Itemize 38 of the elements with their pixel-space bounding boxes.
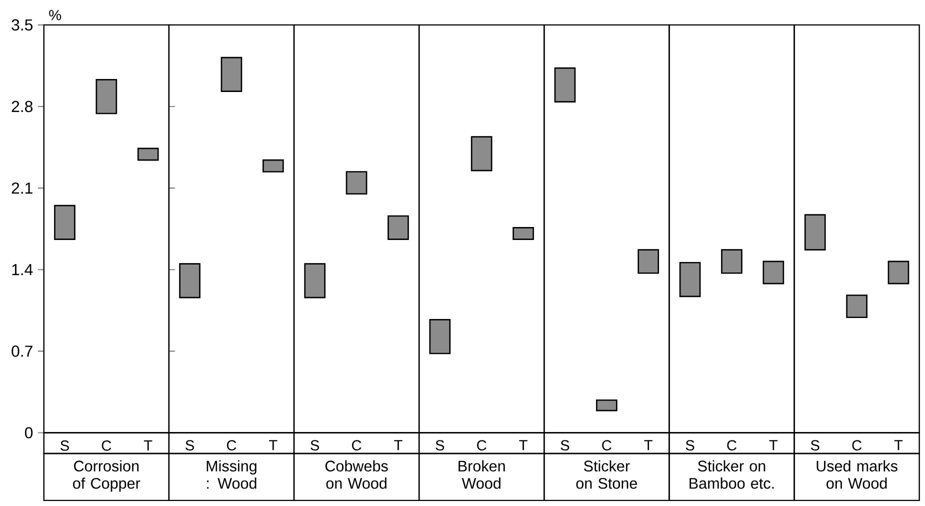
x-axis-title: Cobwebs on Wood <box>325 460 388 490</box>
bar <box>96 79 118 114</box>
x-axis-title: Used marks on Wood <box>816 460 898 490</box>
x-tick-label: S <box>310 440 320 451</box>
y-tick-label: 1.4 <box>12 264 33 276</box>
x-tick-label: C <box>727 440 736 451</box>
x-tick-label: T <box>894 440 903 450</box>
x-tick-label: T <box>269 440 278 450</box>
x-axis-title: Sticker on Stone <box>576 460 637 490</box>
y-axis-title: % <box>49 10 62 20</box>
x-tick-label: C <box>852 440 862 451</box>
x-tick-label: S <box>560 440 570 451</box>
bar <box>137 148 159 161</box>
x-tick-label: T <box>144 440 152 451</box>
x-tick-label: S <box>810 440 820 451</box>
y-tick-label: 0.7 <box>12 346 32 358</box>
x-axis-title: Broken Wood <box>458 460 505 490</box>
x-tick-label: S <box>186 440 194 451</box>
y-tick-label: 2.8 <box>12 101 33 112</box>
y-tick-label: 0 <box>24 427 33 439</box>
x-axis-title: Sticker on Bamboo etc. <box>690 460 774 490</box>
x-tick-label: S <box>436 440 444 451</box>
y-tick-label: 2.1 <box>12 182 32 194</box>
x-tick-label: T <box>519 440 528 450</box>
x-tick-label: T <box>644 440 652 450</box>
x-tick-label: S <box>60 440 69 452</box>
x-axis-title: Missing : Wood <box>206 460 256 490</box>
x-tick-label: C <box>352 440 362 451</box>
x-tick-label: T <box>394 440 402 450</box>
x-tick-label: C <box>102 440 112 452</box>
x-tick-label: T <box>769 440 778 450</box>
x-tick-label: S <box>686 440 694 451</box>
y-tick-label: 3.5 <box>12 20 33 31</box>
bar <box>54 205 76 240</box>
x-tick-label: C <box>226 440 236 451</box>
x-tick-label: C <box>477 440 486 451</box>
x-tick-label: C <box>602 440 612 451</box>
x-axis-title: Corrosion of Copper <box>73 460 140 492</box>
